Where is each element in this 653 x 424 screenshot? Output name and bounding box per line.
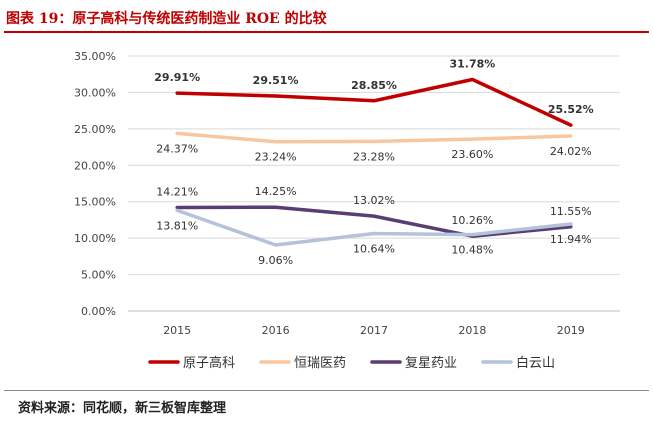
y-tick-label: 10.00%	[74, 232, 116, 245]
title-rule	[4, 31, 649, 33]
y-tick-label: 5.00%	[81, 269, 116, 282]
series-line-2	[175, 131, 573, 144]
x-tick-label: 2019	[557, 324, 585, 337]
data-label: 23.24%	[255, 151, 297, 164]
y-tick-label: 25.00%	[74, 123, 116, 136]
grid-lines	[128, 55, 620, 312]
data-label: 25.52%	[548, 103, 594, 116]
data-label: 14.25%	[255, 185, 297, 198]
data-label: 14.21%	[156, 185, 198, 198]
series-line-1	[175, 77, 573, 127]
data-label: 13.81%	[156, 219, 198, 232]
x-tick-label: 2018	[458, 324, 486, 337]
data-label: 24.37%	[156, 142, 198, 155]
y-tick-label: 35.00%	[74, 50, 116, 63]
legend-label: 白云山	[516, 355, 555, 371]
data-label: 23.28%	[353, 150, 395, 163]
data-label: 29.91%	[154, 71, 200, 84]
source-rule	[4, 390, 649, 391]
data-label: 9.06%	[258, 254, 293, 267]
legend-label: 复星药业	[405, 356, 457, 371]
legend: 原子高科 恒瑞医药 复星药业 白云山	[148, 355, 555, 371]
data-label: 31.78%	[449, 57, 495, 70]
legend-label: 原子高科	[183, 355, 235, 371]
data-label: 11.94%	[550, 233, 592, 246]
data-label: 10.26%	[451, 214, 493, 227]
x-tick-label: 2015	[163, 324, 191, 337]
data-label: 28.85%	[351, 79, 397, 92]
series-line-4	[175, 208, 573, 247]
legend-label: 恒瑞医药	[294, 356, 346, 371]
data-label: 23.60%	[451, 148, 493, 161]
y-tick-label: 0.00%	[81, 305, 116, 318]
x-axis: 2015 2016 2017 2018 2019	[163, 324, 585, 337]
y-tick-label: 20.00%	[74, 159, 116, 172]
figure-title: 图表 19：原子高科与传统医药制造业 ROE 的比较	[6, 11, 327, 27]
series-lines	[175, 77, 573, 247]
y-axis: 0.00% 5.00% 10.00% 15.00% 20.00% 25.00% 30.00%…	[74, 50, 116, 318]
data-label: 29.51%	[253, 74, 299, 87]
data-label: 24.02%	[550, 145, 592, 158]
source-note: 资料来源：同花顺，新三板智库整理	[18, 401, 227, 416]
x-tick-label: 2016	[262, 324, 290, 337]
x-tick-label: 2017	[360, 324, 388, 337]
data-labels: 29.91% 29.51% 28.85% 31.78% 25.52% 24.37% 23.2…	[154, 57, 593, 267]
data-label: 11.55%	[550, 205, 592, 218]
data-label: 13.02%	[353, 194, 395, 207]
data-label: 10.64%	[353, 242, 395, 255]
y-tick-label: 30.00%	[74, 86, 116, 99]
data-label: 10.48%	[451, 244, 493, 257]
y-tick-label: 15.00%	[74, 196, 116, 209]
series-line-3	[175, 205, 573, 238]
